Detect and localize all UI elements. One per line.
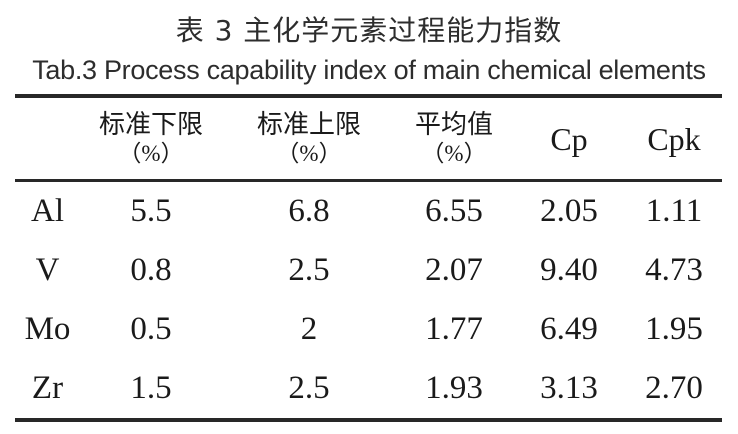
table-row: Mo 0.5 2 1.77 6.49 1.95: [15, 300, 722, 359]
cell-value: 1.95: [645, 311, 703, 347]
cell-value: 9.40: [540, 252, 598, 288]
cell-value: 0.5: [130, 311, 172, 347]
column-header-cpk: Cpk: [626, 122, 722, 156]
cell-value: 6.55: [425, 193, 483, 229]
cell-value: 1.93: [425, 370, 483, 406]
cell-value: 2.07: [425, 252, 483, 288]
cell-value: 0.8: [130, 252, 172, 288]
column-header-label: Cp: [550, 120, 588, 157]
column-header-label: 标准下限: [98, 110, 203, 139]
column-header-label: Cpk: [647, 120, 701, 157]
cell-element: Zr: [31, 370, 64, 406]
table-row: Zr 1.5 2.5 1.93 3.13 2.70: [15, 359, 722, 418]
cell-value: 2: [300, 311, 318, 347]
cell-value: 2.5: [288, 370, 330, 406]
cell-element: Al: [31, 193, 64, 229]
column-header-label: 标准上限: [256, 110, 361, 139]
column-header-unit: （%）: [276, 141, 342, 166]
column-header-unit: （%）: [421, 141, 487, 166]
table-caption-zh: 表 3 主化学元素过程能力指数: [175, 14, 563, 47]
cell-value: 2.5: [288, 252, 330, 288]
table-header-row: 标准下限 （%） 标准上限 （%） 平均值 （%） Cp Cpk: [15, 98, 722, 182]
cell-value: 6.8: [288, 193, 330, 229]
table-caption-en: Tab.3 Process capability index of main c…: [32, 55, 706, 85]
cell-value: 1.5: [130, 370, 172, 406]
column-header-cp: Cp: [512, 122, 626, 156]
table-row: Al 5.5 6.8 6.55 2.05 1.11: [15, 182, 722, 241]
cell-value: 2.05: [540, 193, 598, 229]
table-row: V 0.8 2.5 2.07 9.40 4.73: [15, 241, 722, 300]
cell-value: 6.49: [540, 311, 598, 347]
column-header-mean: 平均值 （%）: [396, 110, 512, 167]
column-header-lower-limit: 标准下限 （%）: [80, 110, 222, 167]
column-header-upper-limit: 标准上限 （%）: [222, 110, 396, 167]
cell-value: 1.11: [645, 193, 703, 229]
cell-value: 1.77: [425, 311, 483, 347]
data-table: 标准下限 （%） 标准上限 （%） 平均值 （%） Cp Cpk Al: [15, 94, 722, 422]
cell-value: 5.5: [130, 193, 172, 229]
cell-value: 4.73: [645, 252, 703, 288]
column-header-unit: （%）: [118, 141, 184, 166]
column-header-label: 平均值: [414, 110, 493, 139]
cell-value: 3.13: [540, 370, 598, 406]
cell-element: V: [35, 252, 60, 288]
cell-element: Mo: [24, 311, 71, 347]
cell-value: 2.70: [645, 370, 703, 406]
